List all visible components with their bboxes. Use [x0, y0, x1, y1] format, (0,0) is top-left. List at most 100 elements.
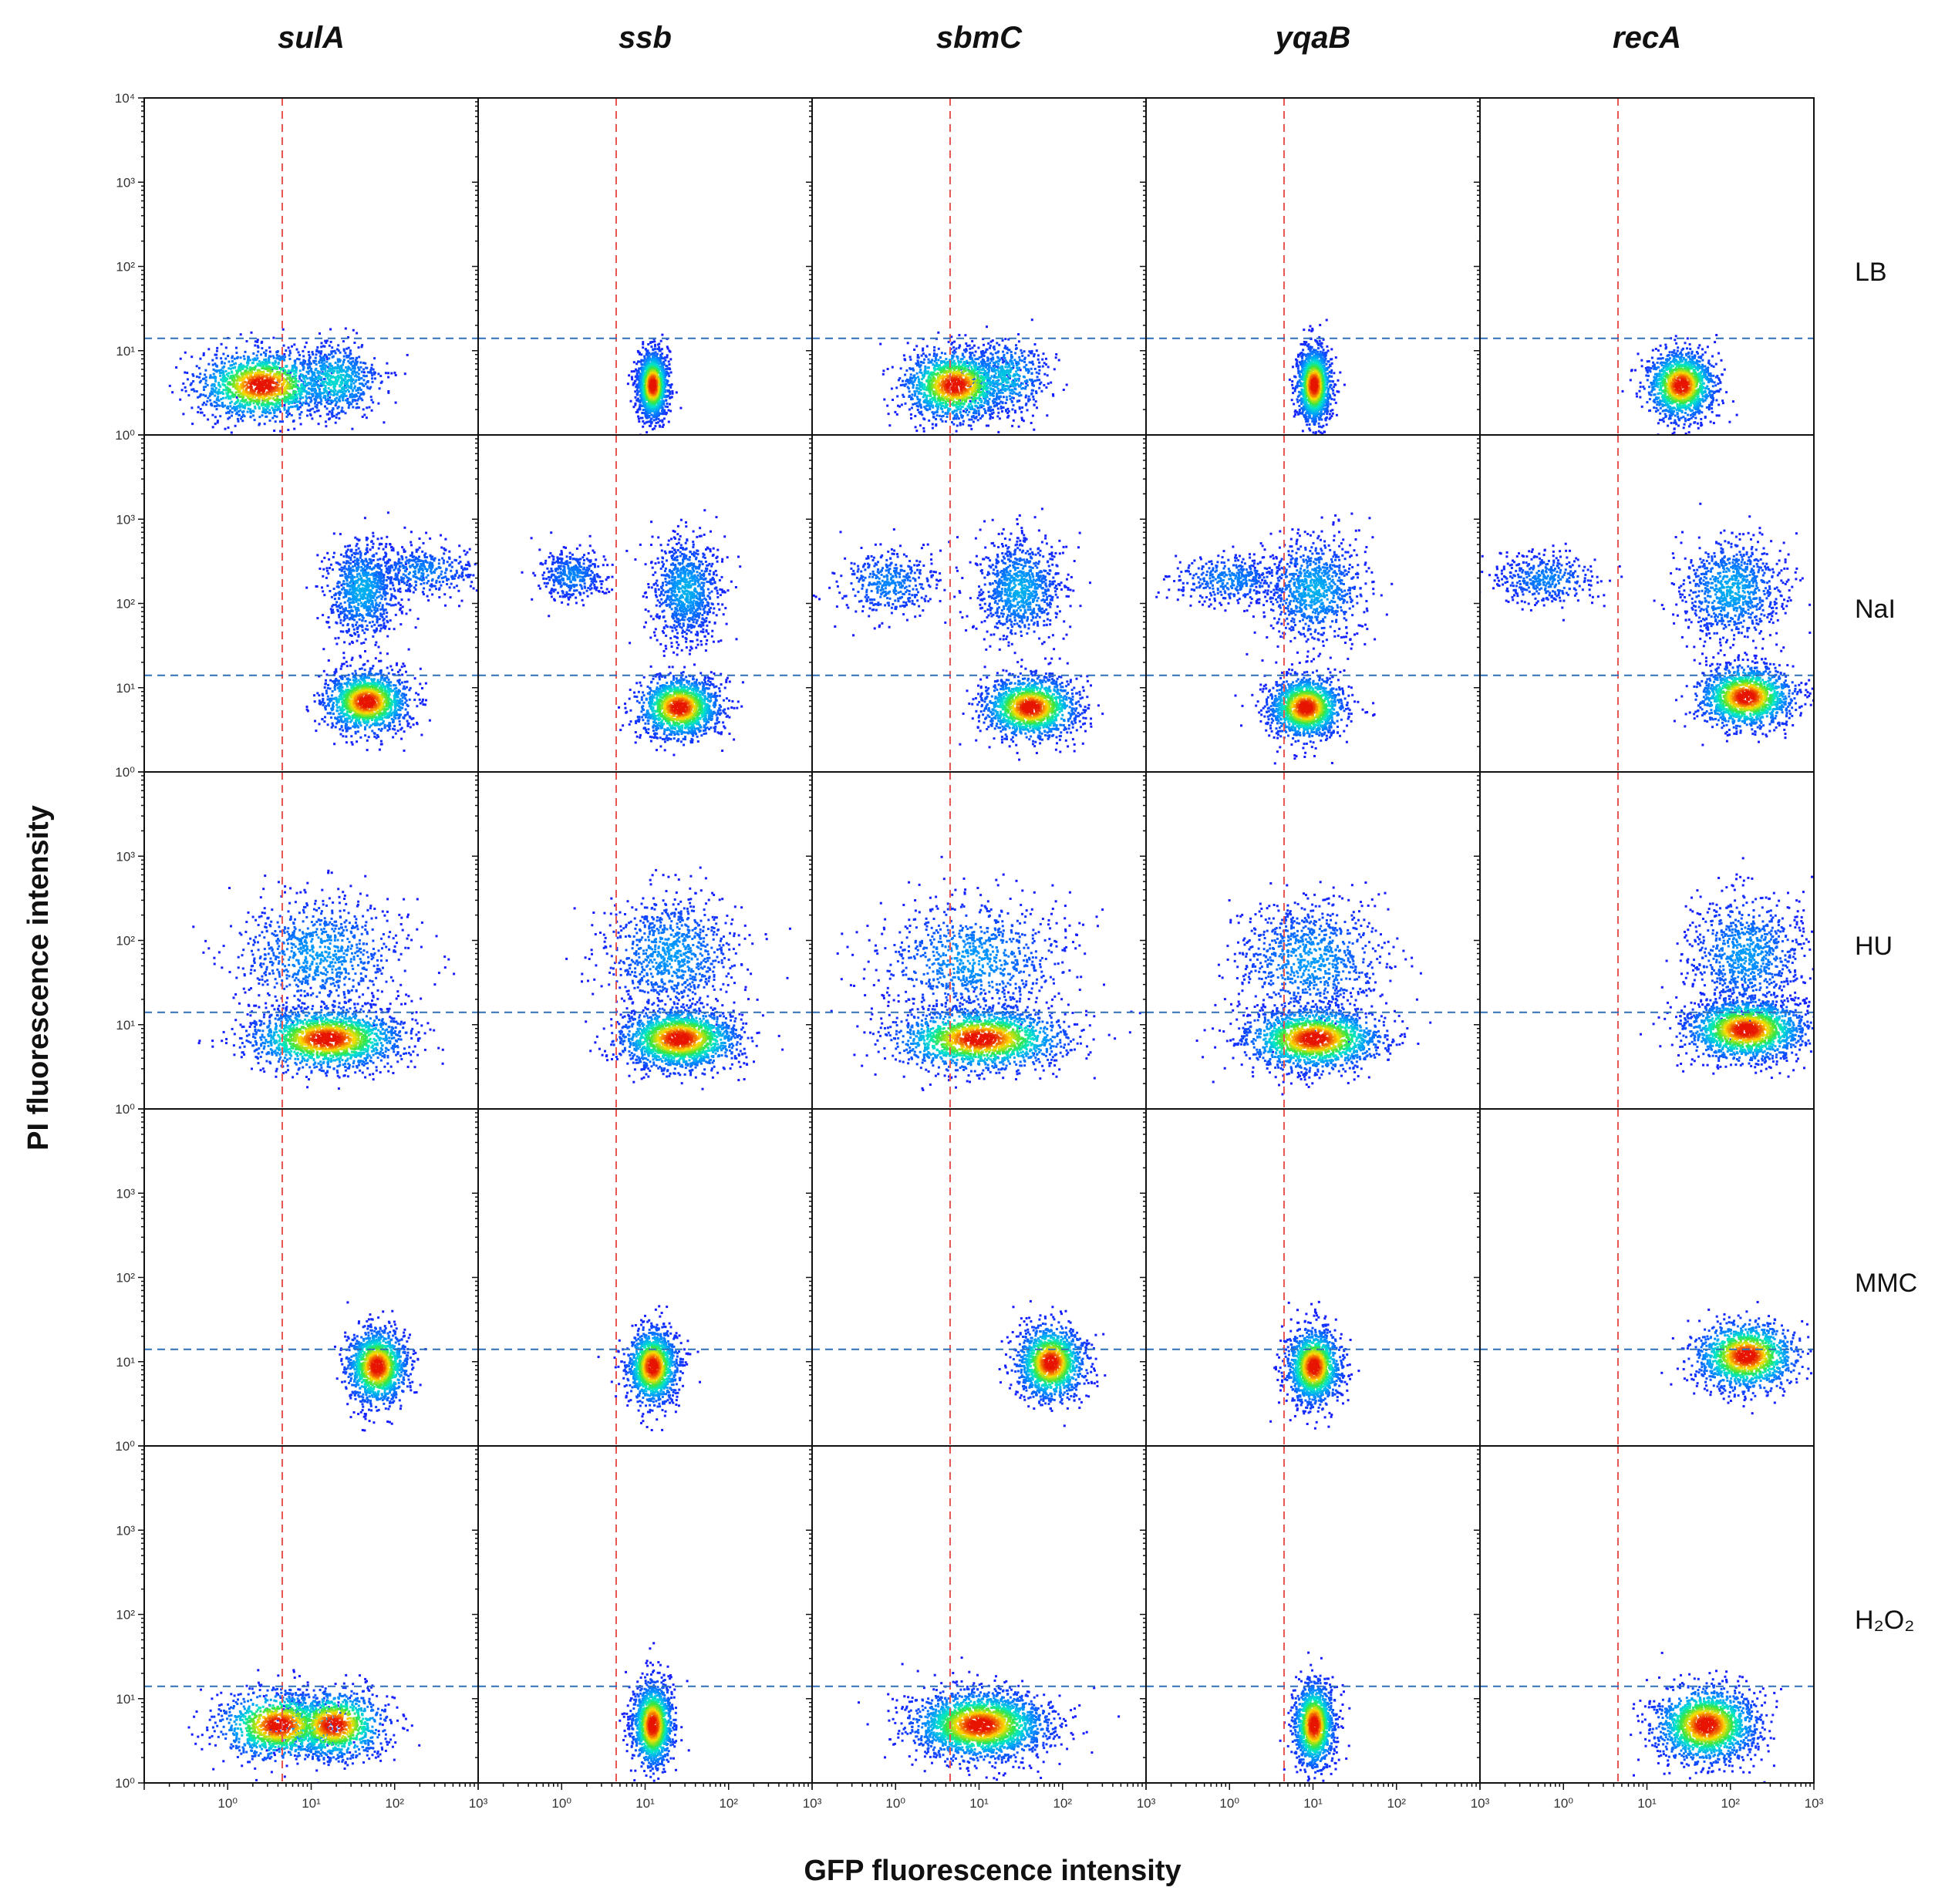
event-point — [237, 420, 240, 423]
event-point — [1026, 371, 1030, 374]
event-point — [935, 354, 938, 357]
event-point — [662, 357, 666, 360]
event-point — [1004, 366, 1007, 369]
event-point — [328, 410, 331, 413]
event-point — [1017, 379, 1020, 382]
event-point — [1006, 407, 1010, 410]
event-point — [246, 359, 249, 362]
event-point — [329, 417, 332, 420]
event-point — [234, 424, 237, 427]
event-point — [298, 394, 302, 397]
event-point — [637, 417, 640, 420]
event-point — [208, 395, 211, 398]
event-point — [251, 409, 255, 413]
event-point — [989, 415, 992, 418]
event-point — [1003, 346, 1006, 349]
event-point — [288, 349, 292, 352]
event-point — [268, 359, 270, 362]
event-point — [318, 361, 321, 364]
event-point — [671, 392, 674, 395]
event-point — [917, 387, 920, 390]
event-point — [996, 366, 999, 369]
event-point — [973, 408, 976, 411]
event-point — [986, 348, 989, 351]
event-point — [351, 393, 353, 396]
event-point — [318, 393, 321, 396]
event-point — [362, 371, 366, 374]
event-point — [305, 397, 308, 399]
event-point — [1014, 393, 1017, 396]
event-point — [311, 378, 314, 381]
event-point — [193, 389, 196, 393]
event-point — [955, 417, 958, 420]
event-point — [293, 359, 296, 362]
event-point — [295, 393, 298, 396]
event-point — [908, 381, 912, 384]
event-point — [1013, 381, 1016, 384]
event-point — [349, 352, 352, 356]
event-point — [996, 380, 999, 383]
event-point — [639, 406, 641, 409]
event-point — [254, 375, 257, 378]
event-point — [350, 385, 353, 388]
event-point — [978, 406, 981, 409]
event-point — [986, 379, 989, 382]
event-point — [1011, 424, 1014, 427]
event-point — [308, 409, 312, 413]
event-point — [281, 392, 285, 395]
event-point — [1053, 368, 1056, 371]
event-point — [342, 395, 346, 398]
event-point — [320, 364, 323, 367]
event-point — [329, 374, 332, 377]
event-point — [215, 356, 218, 359]
event-point — [906, 386, 909, 389]
event-point — [1018, 406, 1021, 409]
event-point — [928, 353, 931, 356]
event-point — [665, 364, 668, 367]
event-point — [1007, 362, 1010, 366]
event-point — [661, 369, 663, 372]
event-point — [291, 366, 294, 369]
event-point — [329, 353, 332, 356]
event-point — [349, 362, 352, 365]
event-point — [968, 344, 971, 347]
event-point — [640, 399, 643, 402]
event-point — [968, 364, 971, 366]
event-point — [236, 378, 239, 381]
event-point — [211, 426, 214, 429]
event-point — [982, 367, 985, 370]
event-point — [895, 386, 898, 389]
event-point — [353, 342, 356, 344]
event-point — [284, 398, 287, 401]
event-point — [278, 381, 281, 384]
event-point — [216, 403, 219, 406]
event-point — [993, 362, 996, 365]
event-point — [634, 375, 637, 378]
event-point — [650, 413, 653, 416]
event-point — [1000, 356, 1003, 359]
event-point — [920, 381, 923, 384]
event-point — [362, 392, 366, 395]
event-point — [251, 394, 255, 397]
event-point — [369, 387, 371, 390]
event-point — [241, 385, 244, 388]
event-point — [335, 403, 338, 406]
event-point — [288, 403, 290, 406]
event-point — [639, 416, 642, 420]
event-point — [1019, 369, 1022, 372]
event-point — [972, 420, 975, 423]
event-point — [992, 384, 995, 387]
event-point — [1062, 389, 1065, 391]
event-point — [295, 368, 298, 371]
event-point — [923, 373, 926, 376]
event-point — [336, 390, 339, 393]
event-point — [355, 389, 358, 392]
event-point — [243, 400, 246, 403]
event-point — [660, 397, 663, 400]
event-point — [274, 361, 277, 364]
event-point — [204, 386, 207, 389]
event-point — [656, 366, 659, 369]
event-point — [269, 412, 272, 415]
event-point — [991, 399, 994, 403]
event-point — [978, 399, 981, 401]
